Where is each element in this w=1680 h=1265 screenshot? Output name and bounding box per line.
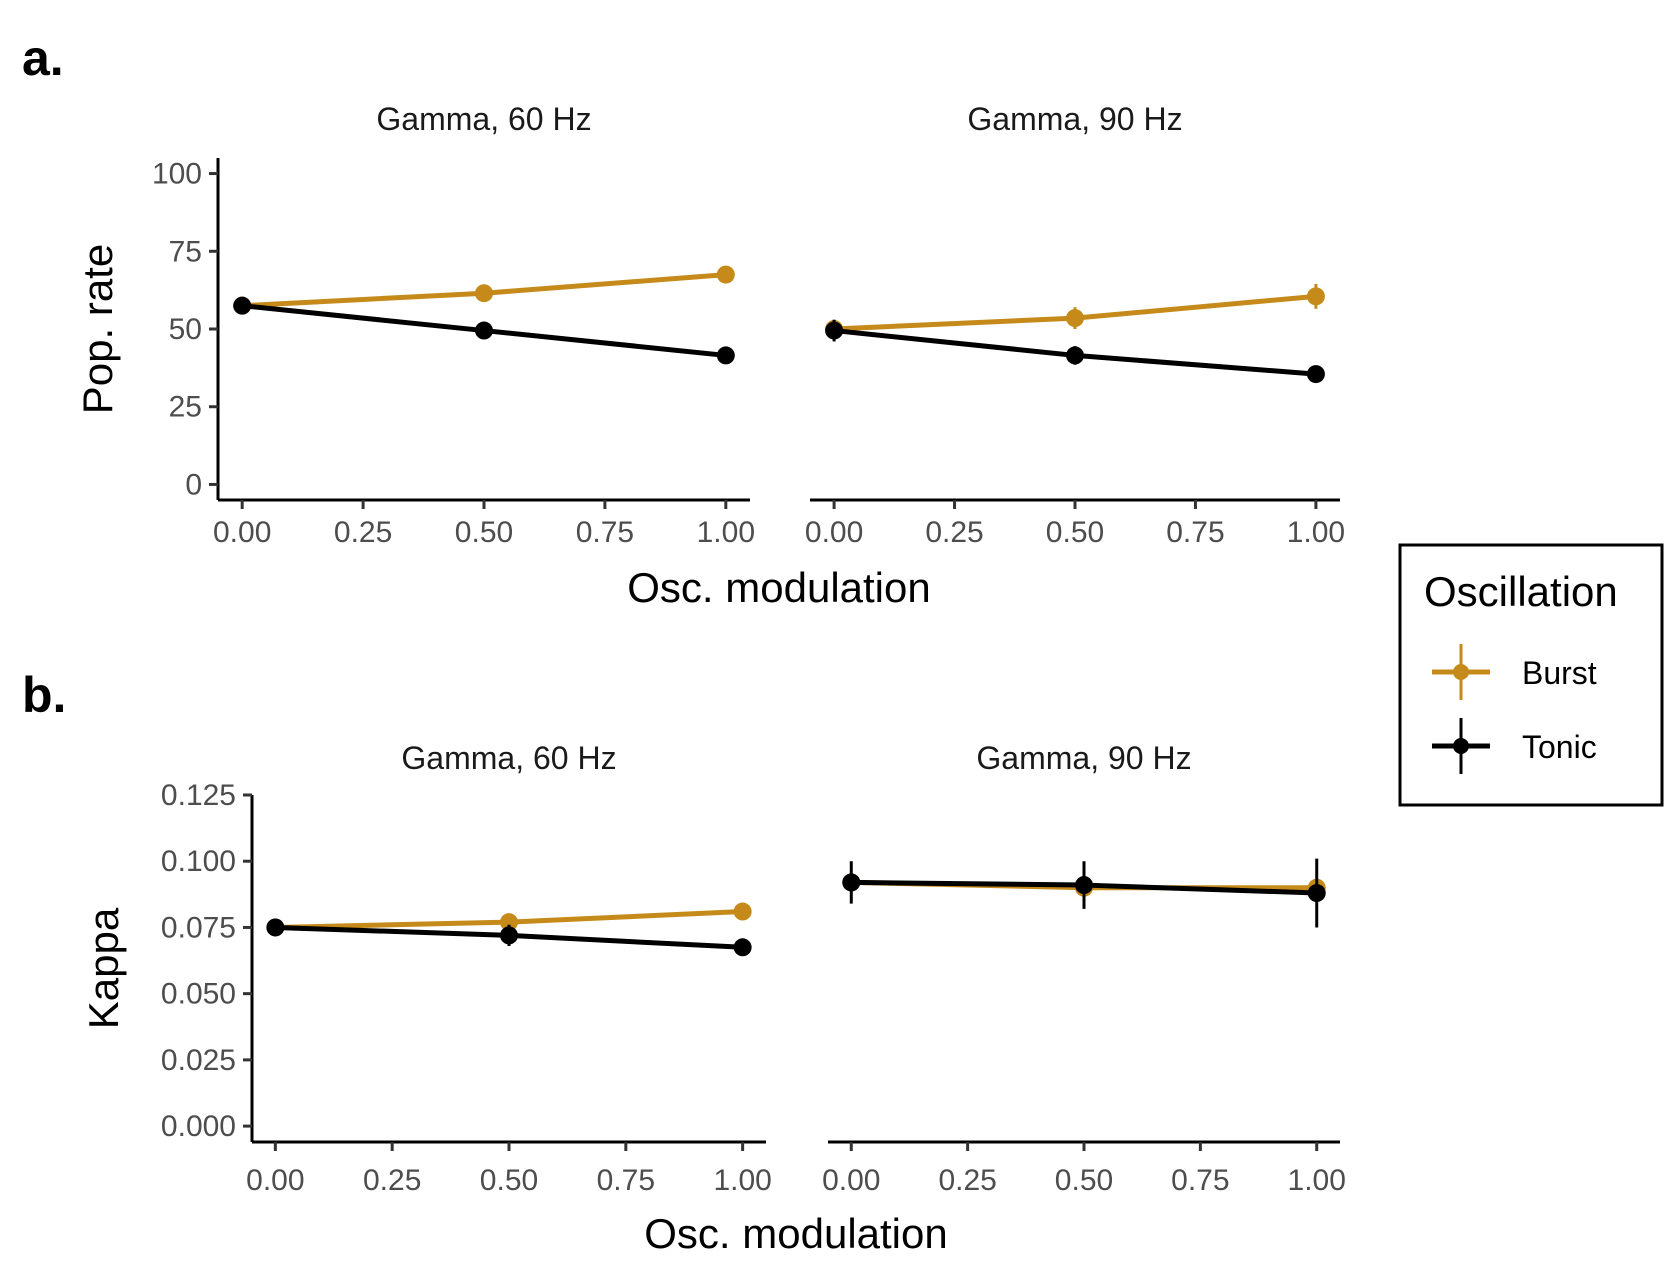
x-tick-label: 1.00 <box>1287 516 1345 549</box>
x-tick-label: 0.25 <box>363 1164 421 1197</box>
legend-title: Oscillation <box>1424 568 1618 615</box>
y-tick-label: 50 <box>169 313 202 346</box>
x-tick-label: 0.00 <box>213 516 271 549</box>
facet-60hz: Gamma, 60 Hz 0.00 0.25 0.50 0.75 1.00 <box>213 101 755 549</box>
chart-b: 0.000 0.025 0.050 0.075 0.100 0.125 Kappa Gamma… <box>80 740 1346 1257</box>
x-axis-title: Osc. modulation <box>627 564 930 611</box>
x-tick-label: 0.25 <box>334 516 392 549</box>
legend-item-tonic: Tonic <box>1432 718 1597 774</box>
facet-strip-label: Gamma, 60 Hz <box>401 740 616 776</box>
point-burst <box>500 913 518 932</box>
y-tick-label: 0.025 <box>161 1044 236 1077</box>
point-burst <box>475 284 493 303</box>
point-tonic <box>1307 884 1326 903</box>
x-tick-label: 0.50 <box>1046 516 1104 549</box>
point-burst <box>1066 309 1084 328</box>
point-tonic <box>842 873 861 892</box>
point-tonic <box>733 938 752 957</box>
y-tick-label: 25 <box>169 391 202 424</box>
y-axis-title: Pop. rate <box>74 244 121 414</box>
legend-burst-label: Burst <box>1522 655 1597 691</box>
legend-tonic-label: Tonic <box>1522 729 1597 765</box>
x-tick-label: 0.75 <box>597 1164 655 1197</box>
point-tonic <box>233 296 252 315</box>
facet-60hz: Gamma, 60 Hz 0.00 0.25 0.50 0.75 1.00 <box>246 740 772 1197</box>
point-tonic <box>500 926 518 945</box>
y-tick-label: 0.100 <box>161 845 236 878</box>
y-tick-label: 0 <box>185 468 202 501</box>
x-tick-label: 0.75 <box>576 516 634 549</box>
x-tick-label: 0.50 <box>480 1164 538 1197</box>
point-tonic <box>825 321 844 340</box>
x-tick-label: 0.50 <box>1055 1164 1113 1197</box>
legend-box <box>1398 543 1664 807</box>
facet-strip-label: Gamma, 90 Hz <box>967 101 1182 137</box>
point-tonic <box>1075 876 1093 895</box>
x-tick-label: 0.50 <box>455 516 513 549</box>
y-tick-label: 0.075 <box>161 911 236 944</box>
panel-a-letter: a. <box>22 30 64 86</box>
point-burst <box>733 902 752 921</box>
point-tonic <box>716 346 735 365</box>
legend: Oscillation Burst Tonic <box>1398 543 1664 807</box>
y-tick-label: 75 <box>169 235 202 268</box>
point-tonic <box>266 918 285 937</box>
chart-a: 0 25 50 75 100 Pop. rate Gamma, 60 Hz 0.00 0.25 0… <box>74 101 1345 611</box>
panel-b-letter: b. <box>22 667 66 723</box>
facet-90hz: Gamma, 90 Hz 0.00 0.25 0.50 0.75 1.00 <box>805 101 1345 549</box>
legend-burst-point <box>1453 664 1469 680</box>
x-tick-label: 0.25 <box>925 516 983 549</box>
x-tick-label: 1.00 <box>1288 1164 1346 1197</box>
legend-tonic-point <box>1453 738 1469 754</box>
facet-strip-label: Gamma, 90 Hz <box>976 740 1191 776</box>
x-tick-label: 0.25 <box>938 1164 996 1197</box>
x-tick-label: 0.00 <box>805 516 863 549</box>
x-tick-label: 0.75 <box>1171 1164 1229 1197</box>
legend-item-burst: Burst <box>1432 644 1597 700</box>
x-axis-title: Osc. modulation <box>644 1210 947 1257</box>
facet-strip-label: Gamma, 60 Hz <box>376 101 591 137</box>
y-tick-label: 100 <box>152 158 202 191</box>
x-tick-label: 0.00 <box>822 1164 880 1197</box>
point-tonic <box>475 321 493 340</box>
point-tonic <box>1306 365 1325 384</box>
y-tick-label: 0.000 <box>161 1110 236 1143</box>
x-tick-label: 0.75 <box>1166 516 1224 549</box>
point-burst <box>1306 287 1325 306</box>
point-burst <box>716 265 735 284</box>
y-axis-title: Kappa <box>80 907 127 1029</box>
x-tick-label: 1.00 <box>713 1164 771 1197</box>
x-tick-label: 0.00 <box>246 1164 304 1197</box>
y-tick-label: 0.050 <box>161 978 236 1011</box>
point-tonic <box>1066 346 1084 365</box>
y-tick-label: 0.125 <box>161 779 236 812</box>
facet-90hz: Gamma, 90 Hz 0.00 0.25 0.50 0.75 1.00 <box>822 740 1346 1197</box>
x-tick-label: 1.00 <box>697 516 755 549</box>
